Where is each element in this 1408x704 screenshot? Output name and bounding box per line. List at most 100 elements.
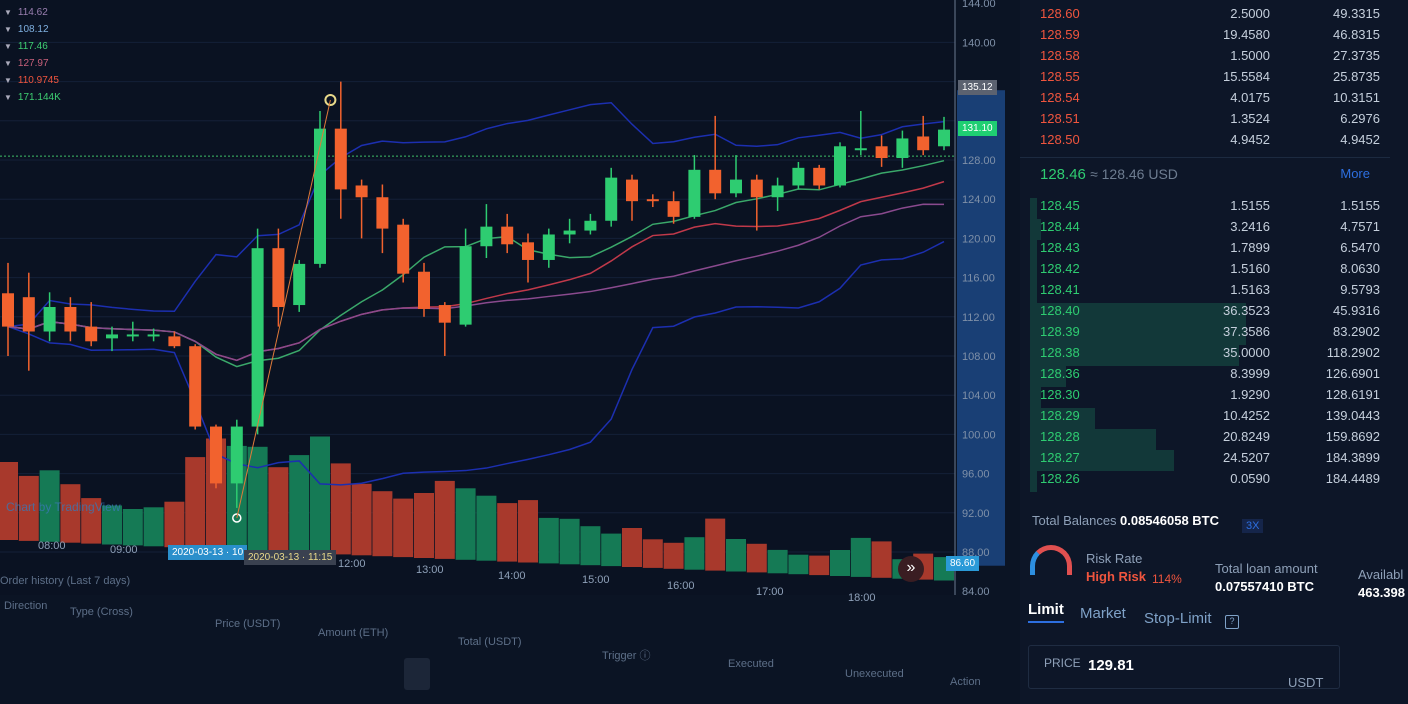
total: 10.3151 [1333, 90, 1380, 105]
candle-up [147, 334, 160, 337]
tradingview-watermark[interactable]: Chart by TradingView [6, 500, 121, 514]
price-tick: 92.00 [962, 508, 990, 520]
legend-value: 127.97 [17, 58, 49, 69]
volume-bar [39, 470, 60, 542]
volume-bar [767, 549, 788, 574]
price-label: PRICE [1044, 656, 1081, 670]
bid-row[interactable]: 128.38 35.0000 118.2902 [1030, 345, 1390, 366]
total: 9.5793 [1340, 282, 1380, 297]
amount: 1.3524 [1230, 111, 1270, 126]
total: 184.3899 [1325, 450, 1380, 465]
risk-percent: 114% [1152, 572, 1182, 586]
bollinger-lower [7, 240, 945, 486]
volume-bar [434, 480, 455, 559]
amount: 8.3999 [1230, 366, 1270, 381]
amount: 19.4580 [1223, 27, 1270, 42]
dropdown-icon[interactable]: ▼ [4, 8, 12, 17]
candle-up [563, 230, 576, 235]
ask-row[interactable]: 128.59 19.4580 46.8315 [1030, 27, 1390, 48]
bid-row[interactable]: 128.29 10.4252 139.0443 [1030, 408, 1390, 429]
available-label: Availabl [1358, 567, 1404, 582]
legend-value: 171.144K [17, 92, 61, 103]
total: 27.3735 [1333, 48, 1380, 63]
volume-bar [726, 539, 746, 572]
ask-row[interactable]: 128.55 15.5584 25.8735 [1030, 69, 1390, 90]
tab-limit[interactable]: Limit [1028, 601, 1064, 623]
bid-row[interactable]: 128.39 37.3586 83.2902 [1030, 324, 1390, 345]
price-tick: 84.00 [962, 586, 990, 598]
bid-row[interactable]: 128.28 20.8249 159.8692 [1030, 429, 1390, 450]
price: 128.40 [1040, 303, 1080, 318]
volume-bar [102, 505, 122, 545]
amount: 1.9290 [1230, 387, 1270, 402]
total: 118.2902 [1326, 345, 1380, 360]
bid-row[interactable]: 128.42 1.5160 8.0630 [1030, 261, 1390, 282]
risk-gauge-icon [1030, 545, 1072, 575]
dropdown-icon[interactable]: ▼ [4, 59, 12, 68]
amount: 36.3523 [1223, 303, 1270, 318]
scroll-to-latest-icon[interactable]: » [898, 556, 924, 582]
candle-up [293, 263, 306, 306]
candle-down [626, 179, 638, 202]
candle-up [314, 128, 326, 264]
bid-row[interactable]: 128.27 24.5207 184.3899 [1030, 450, 1390, 471]
time-tick: 17:00 [756, 586, 784, 598]
dropdown-icon[interactable]: ▼ [4, 93, 12, 102]
more-link[interactable]: More [1340, 166, 1370, 181]
depth-bar [1030, 324, 1246, 345]
bid-row[interactable]: 128.45 1.5155 1.5155 [1030, 198, 1390, 219]
candlestick-chart[interactable]: 144.00 140.00 128.00 124.00 120.00 116.00 112.… [0, 0, 1010, 600]
tab-stop-limit[interactable]: Stop-Limit [1144, 610, 1212, 627]
bid-row[interactable]: 128.26 0.0590 184.4489 [1030, 471, 1390, 492]
price: 128.26 [1040, 471, 1080, 486]
bid-row[interactable]: 128.40 36.3523 45.9316 [1030, 303, 1390, 324]
depth-bar [1030, 387, 1041, 408]
column-header: Type (Cross) [70, 606, 133, 618]
bid-row[interactable]: 128.36 8.3999 126.6901 [1030, 366, 1390, 387]
candle-up [938, 129, 950, 147]
candle-down [64, 307, 77, 332]
candle-down [355, 185, 368, 198]
bid-row[interactable]: 128.30 1.9290 128.6191 [1030, 387, 1390, 408]
volume-bar [268, 467, 289, 552]
volume-bar [143, 507, 164, 547]
candle-down [85, 326, 98, 342]
volume-bar [601, 533, 622, 567]
price-chart[interactable]: 144.00 140.00 128.00 124.00 120.00 116.00 112.… [0, 0, 1010, 704]
available-value: 463.398 [1358, 585, 1405, 600]
legend-row: ▼ 110.9745 [0, 72, 61, 89]
price-tick: 140.00 [962, 37, 996, 49]
bid-row[interactable]: 128.43 1.7899 6.5470 [1030, 240, 1390, 261]
column-header[interactable]: Trigger ⓘ [602, 650, 651, 662]
time-tick: 09:00 [110, 544, 138, 556]
info-icon[interactable]: ? [1225, 615, 1239, 629]
ask-row[interactable]: 128.58 1.5000 27.3735 [1030, 48, 1390, 69]
volume-bar [351, 483, 372, 556]
leverage-badge[interactable]: 3X [1242, 519, 1264, 533]
ask-row[interactable]: 128.54 4.0175 10.3151 [1030, 90, 1390, 111]
candle-up [792, 167, 805, 186]
dropdown-icon[interactable]: ▼ [4, 76, 12, 85]
candle-down [875, 146, 888, 159]
price-value[interactable]: 129.81 [1088, 657, 1134, 674]
history-title: Order history [0, 575, 64, 587]
dropdown-icon[interactable]: ▼ [4, 25, 12, 34]
candle-down [168, 336, 181, 347]
ask-row[interactable]: 128.51 1.3524 6.2976 [1030, 111, 1390, 132]
drawing-anchor-point [324, 94, 337, 106]
ask-row[interactable]: 128.50 4.9452 4.9452 [1030, 132, 1390, 153]
empty-records-icon [404, 658, 430, 690]
candle-up [106, 334, 118, 339]
bid-row[interactable]: 128.44 3.2416 4.7571 [1030, 219, 1390, 240]
dropdown-icon[interactable]: ▼ [4, 42, 12, 51]
price-input[interactable] [1028, 645, 1340, 689]
bid-row[interactable]: 128.41 1.5163 9.5793 [1030, 282, 1390, 303]
candle-down [189, 346, 202, 427]
time-tick: 13:00 [416, 564, 444, 576]
volume-bar [372, 491, 393, 557]
depth-bar [1030, 282, 1038, 303]
volume-bar [0, 462, 18, 540]
ask-row[interactable]: 128.60 2.5000 49.3315 [1030, 6, 1390, 27]
tab-market[interactable]: Market [1080, 605, 1126, 622]
amount: 2.5000 [1230, 6, 1270, 21]
